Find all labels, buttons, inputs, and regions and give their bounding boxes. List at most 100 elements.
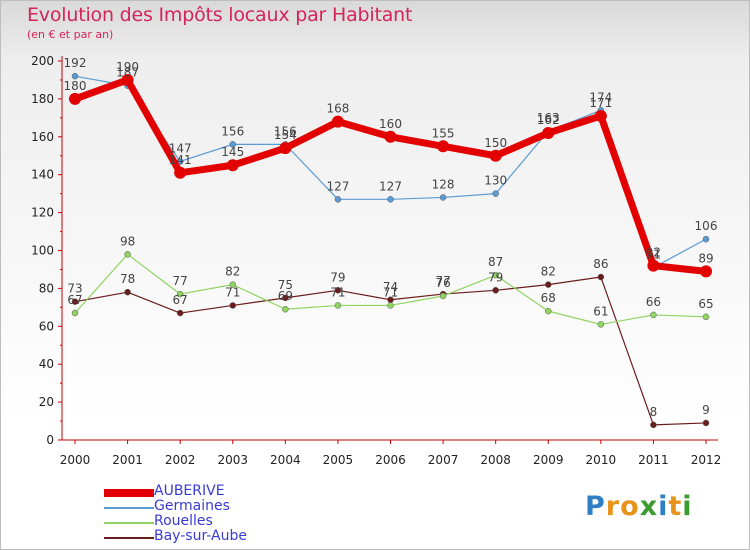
x-tick-label: 2002 [165, 453, 196, 467]
legend-label: Rouelles [154, 513, 213, 529]
x-tick-label: 2000 [60, 453, 91, 467]
y-tick-label: 120 [31, 206, 54, 220]
data-point-germaines [703, 236, 709, 242]
data-point-rouelles [72, 310, 78, 316]
data-label-bay-sur-aube: 86 [593, 257, 608, 271]
legend-label: Bay-sur-Aube [154, 528, 247, 544]
data-point-bay-sur-aube [598, 274, 604, 280]
legend-swatch [104, 522, 154, 524]
data-label-bay-sur-aube: 73 [67, 282, 82, 296]
data-point-rouelles [388, 302, 394, 308]
x-tick-label: 2001 [112, 453, 143, 467]
x-tick-label: 2012 [691, 453, 722, 467]
logo-letter: i [682, 491, 692, 522]
logo-letter: i [658, 491, 668, 522]
y-tick-label: 160 [31, 130, 54, 144]
data-label-germaines: 156 [221, 124, 244, 138]
x-tick-label: 2011 [638, 453, 669, 467]
data-point-germaines [388, 196, 394, 202]
y-tick-label: 140 [31, 168, 54, 182]
data-point-bay-sur-aube [493, 287, 499, 293]
data-label-rouelles: 82 [225, 265, 240, 279]
data-label-germaines: 156 [274, 124, 297, 138]
legend-swatch [104, 507, 154, 509]
legend-swatch [104, 537, 154, 539]
data-point-rouelles [282, 306, 288, 312]
data-label-bay-sur-aube: 79 [330, 270, 345, 284]
data-label-bay-sur-aube: 75 [278, 278, 293, 292]
data-label-germaines: 127 [326, 179, 349, 193]
x-tick-label: 2008 [480, 453, 511, 467]
data-point-bay-sur-aube [125, 289, 131, 295]
data-point-rouelles [335, 302, 341, 308]
data-label-auberive: 160 [379, 117, 402, 131]
x-tick-label: 2009 [533, 453, 564, 467]
data-point-auberive [490, 150, 502, 162]
legend-swatch [104, 489, 154, 497]
data-point-rouelles [703, 314, 709, 320]
y-tick-label: 20 [39, 395, 54, 409]
chart-plot: 0 20 40 60 80 100 120 140 160 180 200 2000 2001 2002 2… [0, 0, 750, 480]
y-tick-label: 40 [39, 357, 54, 371]
data-point-auberive [279, 142, 291, 154]
logo-letter: r [606, 491, 620, 522]
data-label-germaines: 91 [646, 248, 661, 262]
data-label-germaines: 128 [432, 177, 455, 191]
logo-letter: x [640, 491, 658, 522]
data-label-auberive: 180 [64, 79, 87, 93]
y-tick-label: 0 [46, 433, 54, 447]
data-label-rouelles: 87 [488, 255, 503, 269]
data-point-germaines [335, 196, 341, 202]
data-point-auberive [437, 140, 449, 152]
data-point-auberive [700, 265, 712, 277]
data-point-rouelles [440, 293, 446, 299]
data-label-rouelles: 66 [646, 295, 661, 309]
data-label-rouelles: 71 [330, 285, 345, 299]
data-point-bay-sur-aube [703, 420, 709, 426]
data-label-rouelles: 77 [173, 274, 188, 288]
y-tick-label: 200 [31, 54, 54, 68]
data-label-germaines: 174 [589, 90, 612, 104]
data-point-germaines [440, 194, 446, 200]
data-label-auberive: 145 [221, 145, 244, 159]
data-point-auberive [595, 110, 607, 122]
x-tick-label: 2007 [428, 453, 459, 467]
data-point-rouelles [125, 251, 131, 257]
data-point-rouelles [545, 308, 551, 314]
data-label-bay-sur-aube: 78 [120, 272, 135, 286]
data-label-germaines: 130 [484, 174, 507, 188]
x-tick-label: 2003 [217, 453, 248, 467]
data-point-auberive [542, 127, 554, 139]
x-tick-label: 2005 [323, 453, 354, 467]
data-point-bay-sur-aube [177, 310, 183, 316]
data-label-rouelles: 65 [698, 297, 713, 311]
y-tick-label: 180 [31, 92, 54, 106]
y-tick-label: 100 [31, 244, 54, 258]
x-tick-label: 2006 [375, 453, 406, 467]
data-label-germaines: 147 [169, 141, 192, 155]
data-label-germaines: 163 [537, 111, 560, 125]
data-label-auberive: 89 [698, 251, 713, 265]
data-label-auberive: 150 [484, 136, 507, 150]
y-tick-label: 80 [39, 281, 54, 295]
data-point-rouelles [598, 321, 604, 327]
y-tick-label: 60 [39, 319, 54, 333]
data-point-rouelles [650, 312, 656, 318]
data-label-germaines: 127 [379, 179, 402, 193]
data-label-bay-sur-aube: 74 [383, 280, 398, 294]
data-point-auberive [227, 159, 239, 171]
data-point-auberive [385, 131, 397, 143]
logo-letter: P [585, 491, 606, 522]
data-point-bay-sur-aube [545, 282, 551, 288]
data-label-bay-sur-aube: 67 [173, 293, 188, 307]
data-label-auberive: 155 [432, 126, 455, 140]
data-label-bay-sur-aube: 71 [225, 285, 240, 299]
data-point-auberive [69, 93, 81, 105]
data-label-auberive: 168 [326, 102, 349, 116]
data-label-bay-sur-aube: 77 [435, 274, 450, 288]
data-label-rouelles: 61 [593, 304, 608, 318]
data-label-germaines: 106 [695, 219, 718, 233]
data-point-germaines [493, 191, 499, 197]
data-label-germaines: 192 [64, 56, 87, 70]
data-label-bay-sur-aube: 8 [650, 405, 658, 419]
